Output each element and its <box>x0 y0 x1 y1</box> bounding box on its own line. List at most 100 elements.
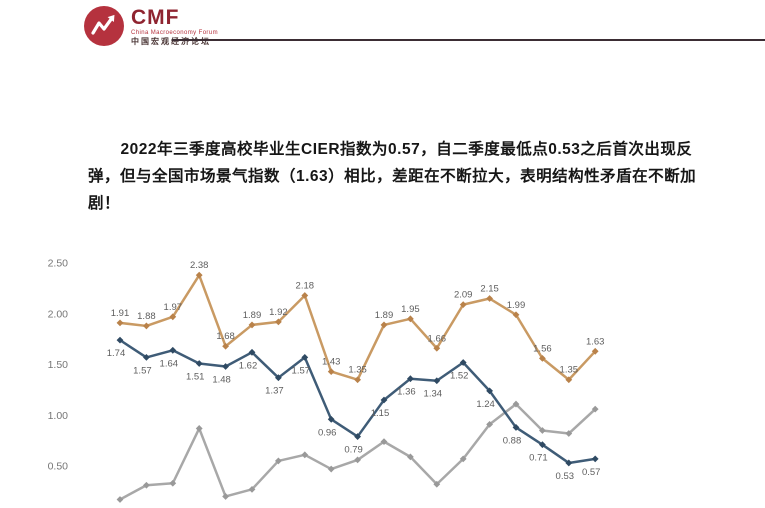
cmf-logo-icon <box>84 6 124 46</box>
data-point-label: 1.66 <box>428 333 447 344</box>
data-point-label: 0.79 <box>344 445 363 456</box>
data-point-label: 1.48 <box>212 375 231 386</box>
data-point-marker <box>116 496 124 503</box>
data-point-marker <box>169 313 177 321</box>
data-point-marker <box>354 456 361 464</box>
data-point-label: 2.15 <box>480 284 499 295</box>
data-point-marker <box>301 451 309 459</box>
data-point-marker <box>143 481 150 489</box>
data-point-label: 2.18 <box>296 280 315 291</box>
data-point-label: 0.53 <box>556 471 575 482</box>
data-point-marker <box>486 387 493 395</box>
brand-name-cn: 中国宏观经济论坛 <box>131 36 211 46</box>
data-point-label: 1.35 <box>560 365 579 376</box>
header-divider <box>172 39 765 41</box>
data-point-marker <box>195 425 203 432</box>
data-point-marker <box>275 374 282 382</box>
data-point-marker <box>591 455 599 463</box>
data-point-marker <box>275 318 282 326</box>
data-point-marker <box>248 348 256 356</box>
zigzag-chart-icon <box>91 14 115 35</box>
data-point-marker <box>591 405 599 413</box>
data-point-label: 1.24 <box>476 399 495 410</box>
data-point-marker <box>327 415 335 423</box>
data-point-label: 1.92 <box>269 307 288 318</box>
data-point-label: 1.37 <box>265 386 284 397</box>
data-point-marker <box>407 315 414 323</box>
data-point-label: 0.71 <box>529 453 548 464</box>
data-point-marker <box>116 319 124 327</box>
data-point-marker <box>459 359 467 366</box>
data-point-label: 0.96 <box>318 427 337 438</box>
data-point-marker <box>354 376 361 384</box>
y-tick-label: 2.00 <box>48 308 69 320</box>
data-point-marker <box>354 433 361 440</box>
data-point-marker <box>591 347 599 355</box>
data-point-label: 1.51 <box>186 371 205 382</box>
series-差距（全国-高校毕业生，无标注） <box>116 400 599 503</box>
data-point-label: 0.57 <box>582 467 601 478</box>
data-point-label: 1.36 <box>397 387 416 398</box>
data-point-label: 2.09 <box>454 290 473 301</box>
data-point-marker <box>407 375 414 383</box>
data-point-marker <box>486 420 493 428</box>
data-point-marker <box>539 441 546 449</box>
data-point-marker <box>380 438 388 446</box>
data-point-marker <box>433 480 441 488</box>
data-point-label: 0.88 <box>503 435 522 446</box>
cmf-logo: CMF China Macroeconomy Forum 中国宏观经济论坛 <box>84 6 218 46</box>
data-point-marker <box>301 353 309 361</box>
data-point-label: 1.89 <box>243 310 262 321</box>
brand-text-block: CMF China Macroeconomy Forum 中国宏观经济论坛 <box>131 7 218 46</box>
y-tick-label: 1.00 <box>48 410 69 422</box>
data-point-label: 1.62 <box>239 360 258 371</box>
headline-text: 2022年三季度高校毕业生CIER指数为0.57，自二季度最低点0.53之后首次… <box>88 141 697 212</box>
data-point-marker <box>222 342 229 350</box>
data-point-label: 1.89 <box>375 310 394 321</box>
data-point-marker <box>301 292 309 299</box>
data-point-label: 2.38 <box>190 260 209 271</box>
data-point-marker <box>565 430 573 437</box>
y-tick-label: 1.50 <box>48 359 69 371</box>
data-point-marker <box>143 322 150 330</box>
data-point-label: 1.57 <box>133 365 152 376</box>
data-point-marker <box>486 295 493 302</box>
data-point-marker <box>169 346 177 354</box>
data-point-marker <box>459 301 467 309</box>
data-point-marker <box>512 400 520 408</box>
data-point-label: 1.91 <box>111 308 130 319</box>
y-tick-label: 0.50 <box>48 461 69 473</box>
data-point-label: 1.34 <box>424 389 443 400</box>
data-point-marker <box>169 479 177 487</box>
data-point-marker <box>407 453 414 461</box>
data-point-marker <box>565 376 573 384</box>
data-point-marker <box>512 424 520 431</box>
series-labels-全国市场景气指数（CIER）: 1.91 1.88 1.97 2.38 1.68 1.89 1.92 2.18 1.43 1.35… <box>111 260 605 376</box>
data-point-marker <box>327 368 335 376</box>
data-point-marker <box>275 457 282 465</box>
series-高校毕业生CIER指数 <box>116 336 599 467</box>
data-point-marker <box>143 353 150 361</box>
brand-acronym: CMF <box>131 5 180 29</box>
data-point-marker <box>248 321 256 329</box>
data-point-label: 1.63 <box>586 336 605 347</box>
data-point-label: 1.35 <box>348 365 367 376</box>
series-全国市场景气指数（CIER） <box>116 271 599 384</box>
data-point-label: 1.64 <box>160 358 179 369</box>
data-point-marker <box>222 363 229 370</box>
data-point-marker <box>195 271 203 279</box>
y-tick-label: 2.50 <box>48 258 69 270</box>
data-point-marker <box>380 321 388 329</box>
data-point-marker <box>565 459 573 467</box>
series-labels-高校毕业生CIER指数: 1.74 1.57 1.64 1.51 1.48 1.62 1.37 1.57 0.96 0.79… <box>107 348 601 482</box>
data-point-marker <box>539 427 546 434</box>
data-point-label: 1.57 <box>292 365 311 376</box>
data-point-label: 1.15 <box>371 408 390 419</box>
data-point-label: 1.74 <box>107 348 126 359</box>
data-point-label: 1.56 <box>533 343 552 354</box>
y-axis-ticks: 2.50 2.00 1.50 1.00 0.50 <box>48 258 69 473</box>
data-point-label: 1.68 <box>216 331 235 342</box>
data-point-marker <box>116 336 124 344</box>
